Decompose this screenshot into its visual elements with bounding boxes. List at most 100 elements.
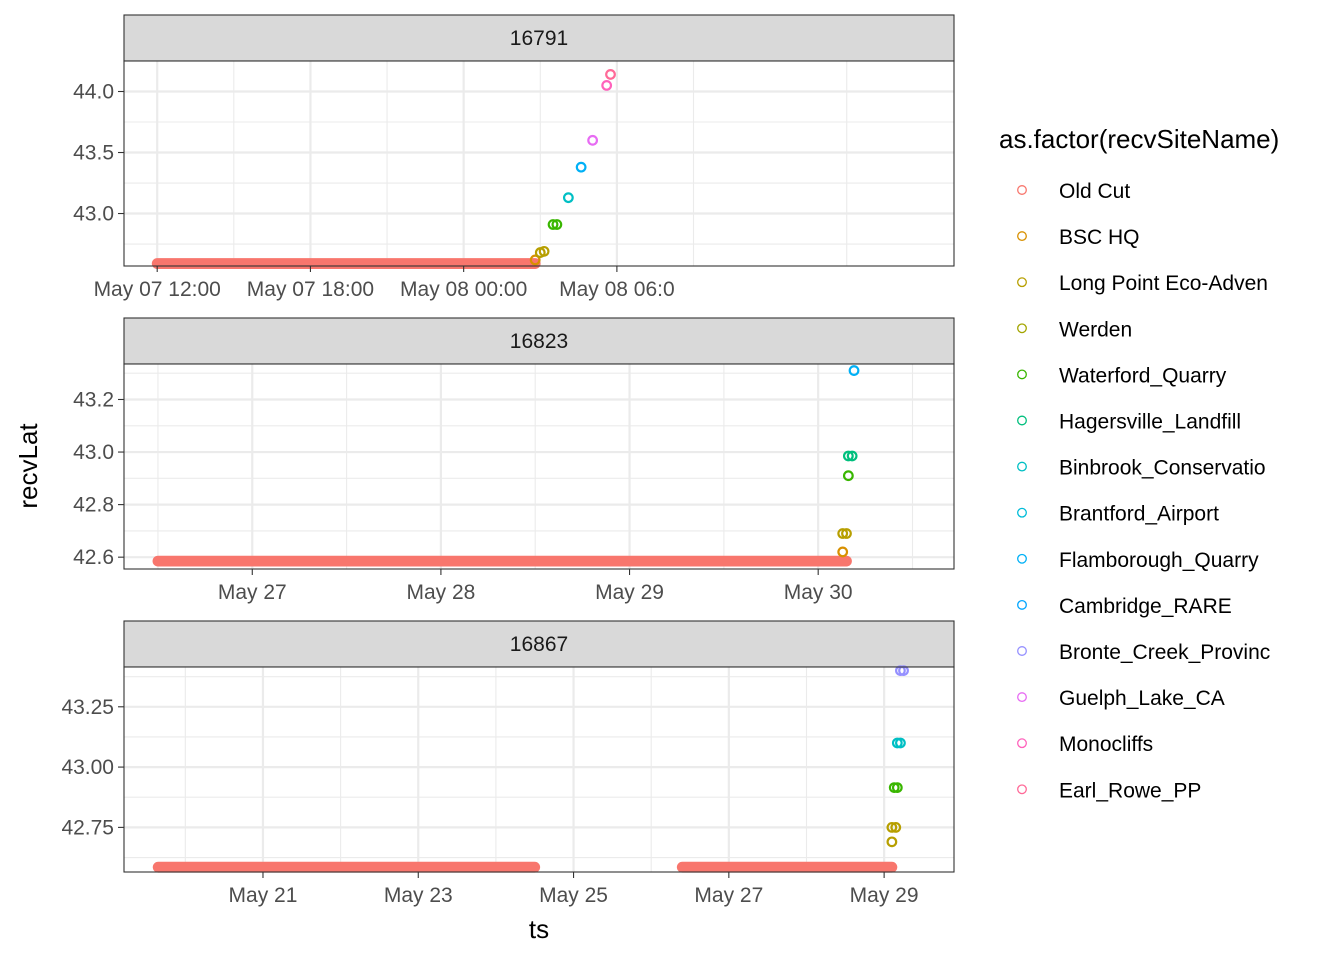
y-tick-label: 43.2 (73, 388, 114, 411)
panel-border (123, 363, 955, 570)
legend: as.factor(recvSiteName) Old Cut BSC HQ Long… (999, 124, 1279, 802)
data-point-guelph-lake-ca (587, 134, 599, 146)
data-point-binbrook-conservatio (895, 737, 906, 749)
x-tick-label: May 27 (218, 581, 287, 604)
legend-label: Monocliffs (1059, 733, 1153, 756)
legend-key-symbol (1017, 738, 1027, 749)
legend-label: Earl_Rowe_PP (1059, 779, 1201, 802)
x-tick-label: May 07 18:00 (247, 278, 374, 301)
x-tick-label: May 30 (784, 581, 853, 604)
data-marks (151, 69, 616, 269)
legend-label: Cambridge_RARE (1059, 595, 1232, 618)
legend-key-symbol (1017, 461, 1027, 472)
y-tick-label: 43.00 (61, 756, 114, 779)
legend-label: Hagersville_Landfill (1059, 411, 1241, 434)
x-tick-label: May 25 (539, 884, 608, 907)
legend-label: Bronte_Creek_Provinc (1059, 641, 1270, 664)
legend-item: Brantford_Airport (1017, 503, 1219, 526)
facet-strip (123, 14, 955, 62)
x-tick-label: May 28 (406, 581, 475, 604)
legend-label: BSC HQ (1059, 226, 1140, 249)
panel-background (124, 364, 954, 569)
legend-label: Long Point Eco-Adven (1059, 272, 1268, 295)
y-tick-label: 42.8 (73, 494, 114, 517)
legend-item: Flamborough_Quarry (1017, 549, 1259, 572)
facet-strip (123, 620, 955, 668)
facet-strip (123, 317, 955, 365)
data-point-long-point-eco-adven (837, 528, 849, 539)
data-point-bsc-hq (529, 254, 541, 266)
legend-key-symbol (1017, 599, 1027, 610)
data-point-waterford-quarry (551, 219, 563, 230)
data-point-binbrook-conservatio (562, 192, 574, 204)
y-tick-label: 44.0 (73, 81, 114, 104)
legend-item: Earl_Rowe_PP (1017, 779, 1201, 802)
x-tick-label: May 27 (694, 884, 763, 907)
legend-key-symbol (1017, 507, 1027, 518)
data-marks (152, 365, 860, 567)
panel-border (123, 60, 955, 267)
facet-panel-16791: 16791 May 07 12:00 May 07 18:00 May 08 00:0… (73, 14, 955, 301)
legend-key-symbol (1017, 646, 1027, 656)
legend-item: Binbrook_Conservatio (1017, 457, 1266, 480)
facet-strip-label: 16823 (510, 330, 568, 353)
legend-label: Guelph_Lake_CA (1059, 687, 1225, 710)
legend-item: Long Point Eco-Adven (1017, 272, 1268, 295)
y-axis-title: recvLat (13, 423, 43, 509)
legend-item: Guelph_Lake_CA (1017, 687, 1225, 710)
data-point-earl-rowe-pp (605, 69, 616, 80)
data-point-long-point-eco-adven (886, 821, 898, 833)
x-tick-label: May 07 12:00 (94, 278, 221, 301)
y-tick-label: 42.6 (73, 546, 114, 569)
panel-background (124, 667, 954, 872)
data-point-waterford-quarry (891, 782, 903, 793)
data-point-hagersville-landfill (842, 450, 854, 462)
legend-key-symbol (1017, 692, 1027, 703)
data-marks (152, 665, 909, 873)
x-tick-label: May 29 (595, 581, 664, 604)
facet-panel-16823: 16823 May 27 May 28 May 29 May 30 42.6 42.8 43.… (73, 317, 955, 604)
data-point-monocliffs (601, 80, 613, 91)
y-tick-label: 43.25 (61, 696, 114, 719)
facet-panel-16867: 16867 May 21 May 23 May 25 May 27 May 29 42.75… (61, 620, 955, 907)
legend-item: Old Cut (1017, 180, 1130, 203)
grid-lines (124, 60, 954, 266)
legend-key-symbol (1017, 323, 1027, 334)
data-point-bronte-creek-provinc (898, 665, 909, 677)
legend-label: Flamborough_Quarry (1059, 549, 1259, 572)
legend-item: Cambridge_RARE (1017, 595, 1232, 618)
data-point-waterford-quarry (547, 219, 559, 230)
x-tick-label: May 08 00:00 (400, 278, 527, 301)
panel-background (124, 61, 954, 266)
y-tick-label: 42.75 (61, 816, 114, 839)
y-tick-label: 43.0 (73, 441, 114, 464)
data-point-bsc-hq (837, 546, 849, 558)
data-point-waterford-quarry (842, 470, 854, 482)
facet-strip-label: 16867 (510, 633, 568, 656)
legend-item: Hagersville_Landfill (1017, 411, 1241, 434)
x-tick-label: May 21 (229, 884, 298, 907)
data-point-flamborough-quarry (575, 161, 587, 173)
legend-item: Monocliffs (1017, 733, 1153, 756)
data-point-long-point-eco-adven (890, 821, 902, 833)
y-tick-label: 43.0 (73, 203, 114, 226)
data-point-long-point-eco-adven (841, 528, 852, 539)
legend-label: Waterford_Quarry (1059, 364, 1227, 387)
legend-label: Binbrook_Conservatio (1059, 457, 1266, 480)
legend-label: Werden (1059, 318, 1132, 341)
panel-border (123, 666, 955, 873)
legend-key-symbol (1017, 277, 1027, 288)
x-tick-label: May 23 (384, 884, 453, 907)
legend-item: Werden (1017, 318, 1132, 341)
data-point-flamborough-quarry (848, 365, 860, 376)
x-axis-title: ts (529, 914, 549, 944)
legend-key-symbol (1017, 784, 1027, 795)
legend-key-symbol (1017, 553, 1027, 564)
legend-title: as.factor(recvSiteName) (999, 124, 1279, 154)
grid-lines (124, 667, 954, 872)
legend-item: Bronte_Creek_Provinc (1017, 641, 1270, 664)
data-point-long-point-eco-adven (886, 836, 898, 848)
data-point-hagersville-landfill (846, 450, 858, 462)
legend-label: Old Cut (1059, 180, 1130, 203)
